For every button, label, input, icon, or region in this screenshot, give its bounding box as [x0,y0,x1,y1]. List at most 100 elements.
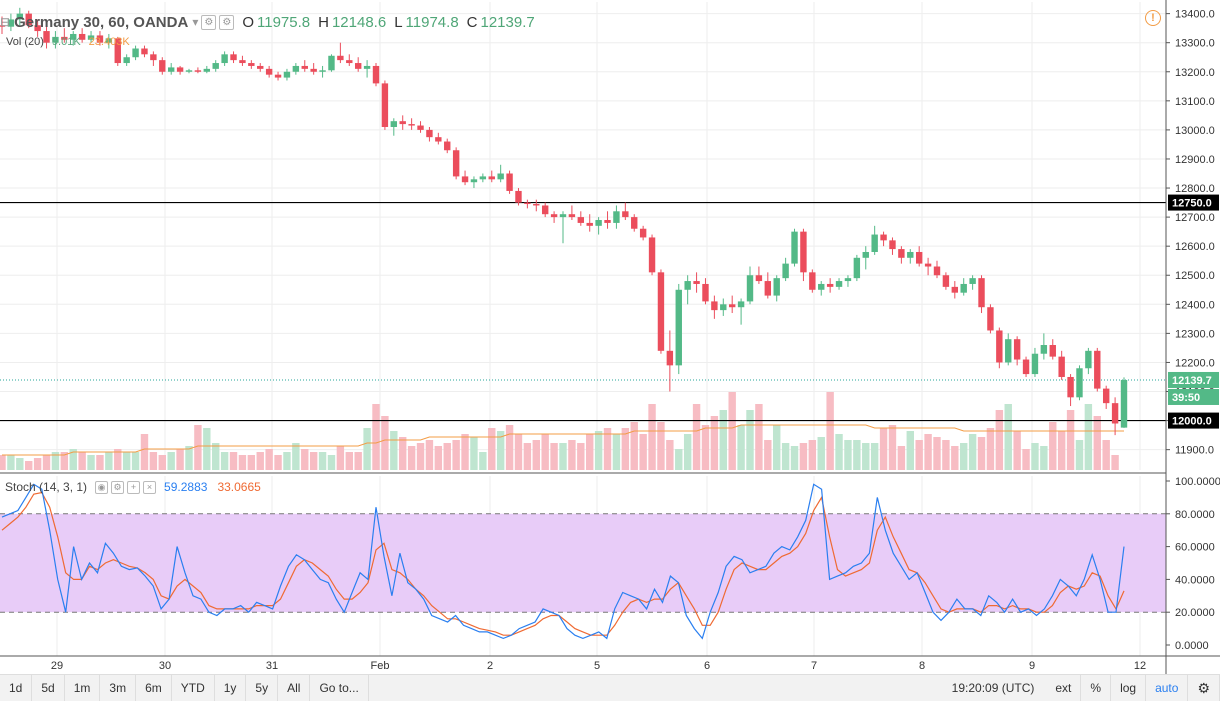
volume-bar [764,440,772,470]
settings-icon[interactable]: ⚙ [111,480,125,494]
volume-bar [853,440,861,470]
volume-bar [292,443,300,470]
candle-body [728,304,736,308]
gear-icon[interactable]: ⚙ [219,14,235,30]
alert-icon[interactable]: ! [1145,10,1161,26]
candle-body [942,275,950,287]
candle-body [1067,376,1074,398]
settings-icon[interactable]: ⚙ [201,14,217,30]
volume-bar [167,452,175,470]
volume-bar [835,434,843,470]
volume-bar [212,443,220,470]
candle-body [978,278,985,308]
log-toggle[interactable]: log [1111,675,1147,701]
volume-bar [336,446,345,470]
collapse-icon[interactable]: ⊟ [0,15,11,29]
volume-bar [1049,422,1057,470]
candle-body [1076,368,1083,398]
candle-body [167,67,175,72]
volume-bar [33,458,42,470]
volume-bar [879,428,888,470]
range-1d[interactable]: 1d [0,675,33,701]
volume-bar [399,437,407,470]
volume-bar [523,443,532,470]
range-1m[interactable]: 1m [65,675,101,701]
volume-bar [229,452,238,470]
candle-body [862,251,869,258]
volume-bar [790,446,799,470]
eye-icon[interactable]: ◉ [95,480,109,494]
candle-body [16,13,24,20]
volume-label[interactable]: Vol (20) [6,36,44,48]
candle-body [61,36,68,40]
utc-clock[interactable]: 19:20:09 (UTC) [951,681,1035,695]
volume-bar [648,404,656,470]
volume-bar [470,437,478,470]
candle-body [791,231,798,264]
volume-bar [755,404,763,470]
volume-bar [7,455,15,470]
symbol-title[interactable]: Germany 30, 60, OANDA [14,13,189,31]
percent-toggle[interactable]: % [1081,675,1112,701]
plus-icon[interactable]: + [127,480,141,494]
gear-icon[interactable]: ⚙ [1188,675,1220,701]
stoch-tick-label: 20.0000 [1175,607,1215,619]
candle-body [328,55,335,71]
time-label: Feb [371,660,390,672]
volume-bar [550,443,558,470]
candle-body [381,83,389,127]
dropdown-caret-icon[interactable]: ▾ [192,15,199,29]
stoch-tick-label: 80.0000 [1175,509,1215,521]
price-tick-label: 12800.0 [1175,183,1215,195]
goto-button[interactable]: Go to... [310,675,369,701]
range-3m[interactable]: 3m [100,675,137,701]
stoch-k-value: 59.2883 [164,480,208,494]
volume-bar [826,392,834,470]
volume-bar [924,434,932,470]
candle-body [470,179,478,183]
volume-bar [586,434,594,470]
candles [0,7,1128,436]
volume-bar [514,434,523,470]
volume-legend: Vol (20) 9.01K 23.403K [6,36,130,48]
range-6m[interactable]: 6m [136,675,172,701]
time-label: 6 [704,660,710,672]
candle-body [613,211,620,223]
open-value: 11975.8 [257,13,311,31]
candle-body [399,121,406,125]
range-5d[interactable]: 5d [32,675,65,701]
volume-bar [185,446,193,470]
candle-body [720,304,727,311]
volume-bar [390,431,398,470]
volume-bar [1075,440,1084,470]
candle-body [1022,359,1030,375]
volume-bar [42,455,51,470]
volume-bar [541,434,549,470]
volume-bar [799,443,808,470]
candle-body [7,19,15,27]
volume-bar [60,452,69,470]
volume-bar [309,452,318,470]
candle-body [533,204,540,206]
range-all[interactable]: All [278,675,311,701]
candle-body [996,330,1003,363]
stoch-label[interactable]: Stoch (14, 3, 1) [5,480,88,494]
auto-toggle[interactable]: auto [1146,675,1189,701]
close-icon[interactable]: × [143,480,157,494]
ext-toggle[interactable]: ext [1046,675,1082,701]
candle-body [586,222,593,226]
low-label: L [394,13,403,31]
range-1y[interactable]: 1y [215,675,247,701]
volume-bar [621,428,630,470]
range-ytd[interactable]: YTD [172,675,215,701]
candle-body [203,68,211,72]
volume-bar [114,449,122,470]
candle-body [372,65,380,84]
candle-body [417,125,424,130]
stoch-tick-label: 0.0000 [1175,640,1209,652]
candle-body [737,301,745,308]
candle-body [755,275,763,282]
volume-bar [933,437,941,470]
range-5y[interactable]: 5y [246,675,279,701]
